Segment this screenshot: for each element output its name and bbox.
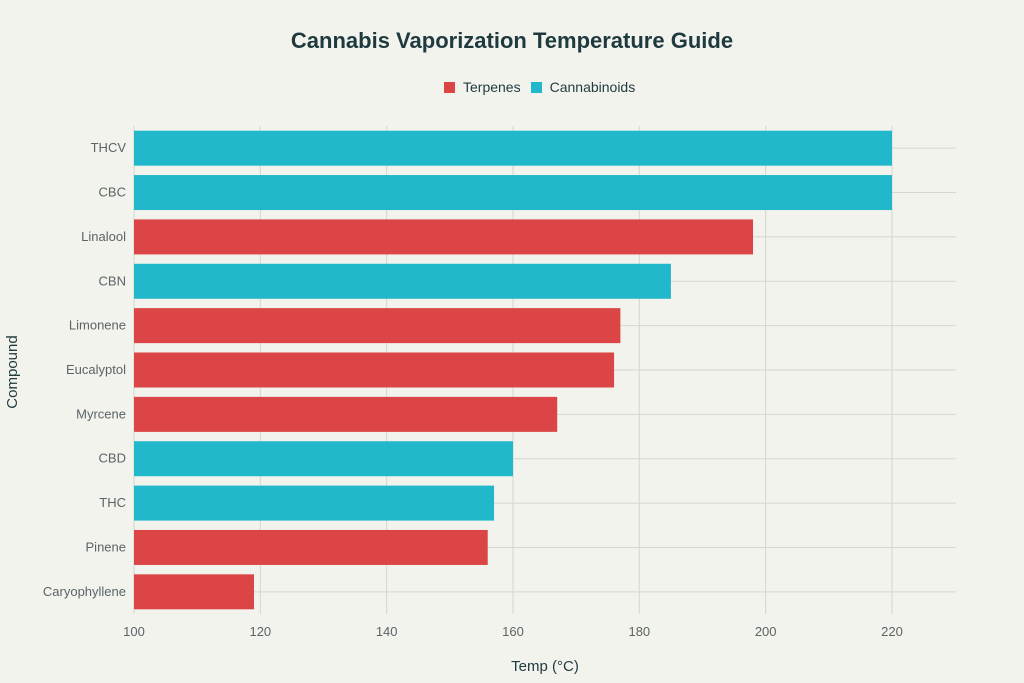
x-tick-label: 140 bbox=[376, 624, 398, 639]
y-tick-label: Eucalyptol bbox=[66, 362, 126, 377]
x-tick-label: 160 bbox=[502, 624, 524, 639]
legend: Terpenes Cannabinoids bbox=[444, 79, 635, 95]
legend-label: Terpenes bbox=[463, 79, 521, 95]
y-tick-label: THC bbox=[99, 495, 126, 510]
y-tick-label: Myrcene bbox=[76, 406, 126, 421]
y-tick-label: Caryophyllene bbox=[43, 584, 126, 599]
legend-item-terpenes[interactable]: Terpenes bbox=[444, 79, 521, 95]
x-tick-label: 120 bbox=[249, 624, 271, 639]
y-tick-label: THCV bbox=[91, 140, 127, 155]
bar-linalool bbox=[134, 219, 754, 255]
x-tick-label: 220 bbox=[881, 624, 903, 639]
x-tick-label: 200 bbox=[755, 624, 777, 639]
bar-limonene bbox=[134, 308, 621, 344]
bar-pinene bbox=[134, 529, 488, 565]
y-tick-label: CBC bbox=[99, 185, 126, 200]
bar-cbd bbox=[134, 441, 513, 477]
legend-label: Cannabinoids bbox=[549, 79, 636, 95]
bar-cbc bbox=[134, 175, 892, 211]
bar-cbn bbox=[134, 263, 671, 299]
y-tick-label: Limonene bbox=[69, 318, 126, 333]
x-tick-label: 100 bbox=[123, 624, 145, 639]
y-tick-label: CBD bbox=[99, 451, 126, 466]
legend-item-cannabinoids[interactable]: Cannabinoids bbox=[530, 79, 636, 95]
bar-thcv bbox=[134, 130, 892, 166]
chart-title: Cannabis Vaporization Temperature Guide bbox=[290, 28, 734, 53]
legend-swatch-terpenes bbox=[444, 82, 455, 93]
y-tick-label: Pinene bbox=[86, 539, 126, 554]
y-tick-label: Linalool bbox=[81, 229, 126, 244]
bar-eucalyptol bbox=[134, 352, 615, 388]
bar-myrcene bbox=[134, 396, 558, 432]
legend-swatch-cannabinoids bbox=[530, 82, 542, 93]
y-axis-title: Compound bbox=[4, 335, 21, 408]
y-tick-label: CBN bbox=[99, 273, 126, 288]
bar-caryophyllene bbox=[134, 574, 255, 610]
x-tick-label: 180 bbox=[628, 624, 650, 639]
x-axis-title: Temp (°C) bbox=[511, 658, 579, 675]
bar-thc bbox=[134, 485, 495, 521]
